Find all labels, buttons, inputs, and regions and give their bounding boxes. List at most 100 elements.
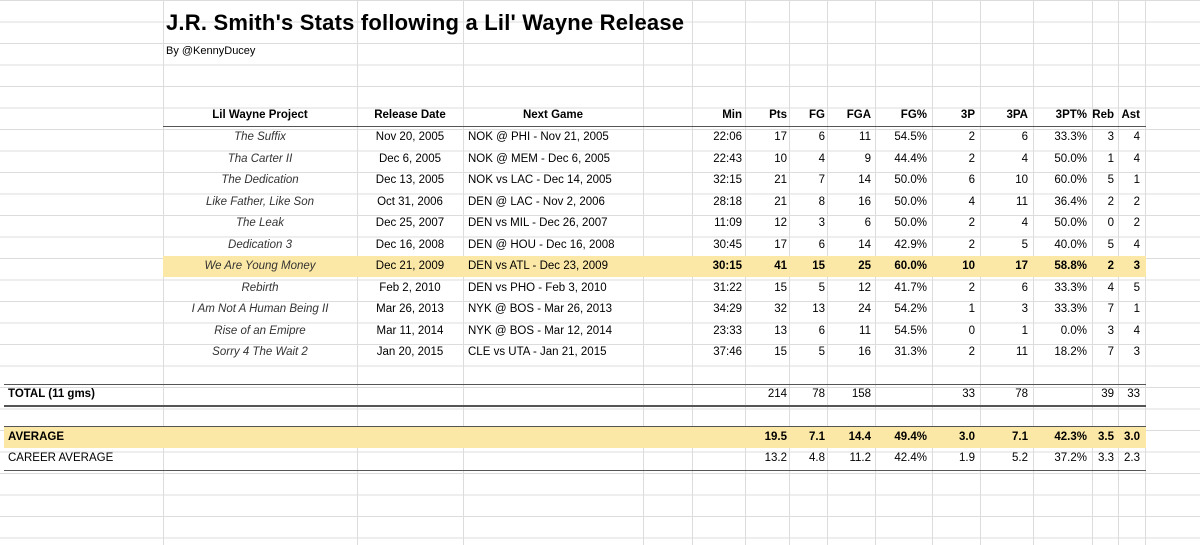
table-cell: 21 bbox=[774, 195, 787, 208]
table-cell: 16 bbox=[858, 346, 871, 358]
table-cell: 3 bbox=[1133, 346, 1140, 358]
table-cell: 6 bbox=[1021, 281, 1028, 294]
table-cell: 44.4% bbox=[894, 152, 927, 165]
table-cell: 33.3% bbox=[1054, 131, 1087, 143]
table-cell: DEN vs ATL - Dec 23, 2009 bbox=[468, 260, 608, 272]
table-cell: Like Father, Like Son bbox=[205, 195, 315, 208]
table-cell: 22:06 bbox=[713, 131, 742, 143]
table-cell: 5 bbox=[1133, 281, 1140, 294]
summary-cell: 2.3 bbox=[1124, 452, 1140, 464]
summary-cell: 19.5 bbox=[764, 431, 787, 443]
table-cell: 16 bbox=[858, 195, 871, 208]
table-cell: 7 bbox=[1107, 346, 1114, 358]
summary-cell: 214 bbox=[767, 388, 787, 400]
table-cell: Sorry 4 The Wait 2 bbox=[212, 346, 308, 358]
table-cell: The Dedication bbox=[221, 174, 299, 186]
table-cell: NYK @ BOS - Mar 26, 2013 bbox=[468, 303, 612, 315]
table-cell: 3 bbox=[1107, 324, 1114, 337]
table-cell: 3 bbox=[1021, 303, 1028, 315]
table-cell: 10 bbox=[962, 260, 975, 272]
column-header: Pts bbox=[769, 109, 787, 121]
table-cell: 60.0% bbox=[1054, 174, 1087, 186]
table-cell: 25 bbox=[858, 260, 871, 272]
table-cell: 2 bbox=[968, 131, 975, 143]
average-top-rule bbox=[4, 426, 1146, 427]
table-cell: 5 bbox=[1021, 238, 1028, 251]
table-cell: NOK @ MEM - Dec 6, 2005 bbox=[468, 152, 611, 165]
column-header: Ast bbox=[1121, 109, 1140, 121]
summary-cell: 49.4% bbox=[894, 431, 927, 443]
column-header: FG bbox=[809, 109, 825, 121]
table-cell: 32 bbox=[774, 303, 787, 315]
table-cell: 23:33 bbox=[713, 324, 742, 337]
table-cell: 4 bbox=[1133, 131, 1140, 143]
summary-cell: 37.2% bbox=[1054, 452, 1087, 464]
table-cell: 50.0% bbox=[894, 217, 927, 229]
table-cell: 31.3% bbox=[894, 346, 927, 358]
table-cell: 17 bbox=[774, 238, 787, 251]
header-underline bbox=[163, 126, 1146, 127]
table-cell: 1 bbox=[1133, 174, 1140, 186]
table-cell: 0.0% bbox=[1060, 324, 1087, 337]
table-cell: 3 bbox=[818, 217, 825, 229]
summary-cell: 3.5 bbox=[1098, 431, 1114, 443]
table-cell: Rise of an Emipre bbox=[214, 324, 306, 337]
summary-cell: 158 bbox=[851, 388, 871, 400]
summary-cell: 78 bbox=[1015, 388, 1028, 400]
table-cell: 4 bbox=[1133, 324, 1140, 337]
table-cell: Mar 26, 2013 bbox=[376, 303, 444, 315]
table-cell: 13 bbox=[774, 324, 787, 337]
table-cell: 54.2% bbox=[894, 303, 927, 315]
table-cell: 8 bbox=[818, 195, 825, 208]
table-cell: 4 bbox=[1133, 238, 1140, 251]
column-header: Min bbox=[722, 109, 742, 121]
row-label: CAREER AVERAGE bbox=[8, 452, 114, 464]
table-cell: 1 bbox=[1021, 324, 1028, 337]
table-cell: 1 bbox=[968, 303, 975, 315]
table-cell: 60.0% bbox=[894, 260, 927, 272]
table-cell: 4 bbox=[1107, 281, 1114, 294]
table-cell: 1 bbox=[1133, 303, 1140, 315]
table-cell: 13 bbox=[812, 303, 825, 315]
table-cell: 6 bbox=[818, 238, 825, 251]
table-cell: Tha Carter II bbox=[227, 152, 293, 165]
table-cell: CLE vs UTA - Jan 21, 2015 bbox=[468, 346, 607, 358]
table-cell: Mar 11, 2014 bbox=[376, 324, 444, 337]
table-cell: 50.0% bbox=[1054, 152, 1087, 165]
total-top-rule bbox=[4, 384, 1146, 385]
summary-cell: 7.1 bbox=[1012, 431, 1028, 443]
average-highlight bbox=[4, 427, 1146, 448]
table-cell: 5 bbox=[1107, 174, 1114, 186]
summary-cell: 78 bbox=[812, 388, 825, 400]
summary-cell: 33 bbox=[1127, 388, 1140, 400]
table-cell: 41 bbox=[774, 260, 787, 272]
table-cell: 5 bbox=[1107, 238, 1114, 251]
table-cell: 6 bbox=[818, 131, 825, 143]
table-cell: Dec 25, 2007 bbox=[375, 217, 445, 229]
summary-cell: 4.8 bbox=[809, 452, 825, 464]
table-cell: 2 bbox=[968, 281, 975, 294]
table-cell: 0 bbox=[1107, 217, 1114, 229]
summary-cell: 14.4 bbox=[848, 431, 871, 443]
table-cell: Oct 31, 2006 bbox=[377, 195, 443, 208]
table-cell: 15 bbox=[774, 346, 787, 358]
summary-cell: 42.4% bbox=[894, 452, 927, 464]
summary-cell: 39 bbox=[1101, 388, 1114, 400]
table-cell: 14 bbox=[858, 174, 871, 186]
summary-cell: 5.2 bbox=[1012, 452, 1028, 464]
table-cell: 33.3% bbox=[1054, 303, 1087, 315]
table-cell: 11:09 bbox=[714, 217, 742, 229]
table-cell: 50.0% bbox=[894, 174, 927, 186]
table-cell: NYK @ BOS - Mar 12, 2014 bbox=[468, 324, 612, 337]
table-cell: 6 bbox=[818, 324, 825, 337]
table-cell: 2 bbox=[1107, 260, 1114, 272]
table-cell: 6 bbox=[1021, 131, 1028, 143]
table-cell: 18.2% bbox=[1054, 346, 1087, 358]
summary-cell: 33 bbox=[962, 388, 975, 400]
table-cell: 50.0% bbox=[894, 195, 927, 208]
row-label: AVERAGE bbox=[8, 431, 65, 443]
summary-cell: 13.2 bbox=[764, 452, 787, 464]
table-cell: 22:43 bbox=[713, 152, 742, 165]
table-cell: The Leak bbox=[236, 217, 284, 229]
byline: By @KennyDucey bbox=[166, 45, 256, 57]
